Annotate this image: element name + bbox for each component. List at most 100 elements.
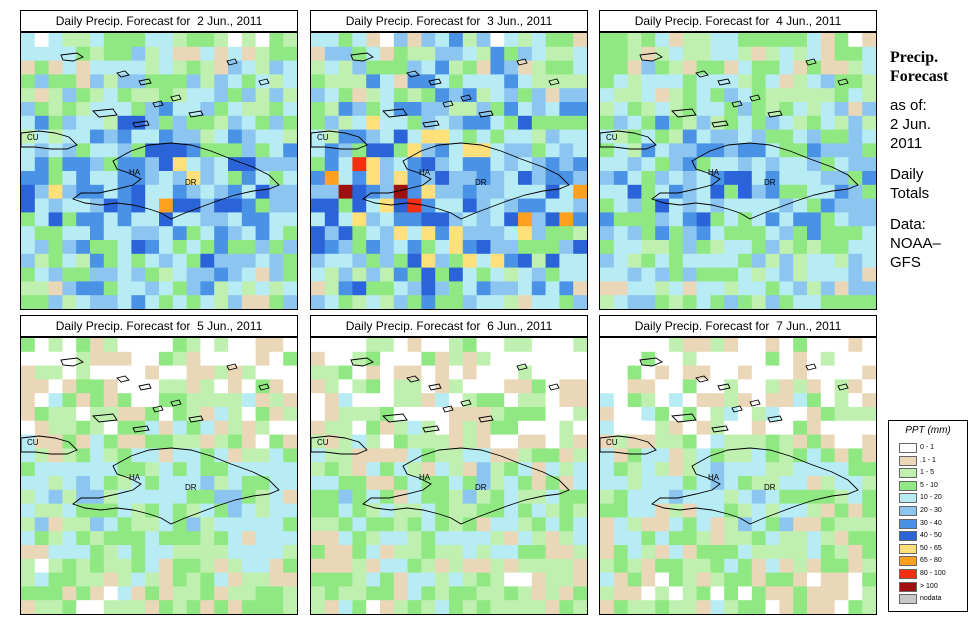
precip-cell [724,74,739,89]
island-outline [460,399,472,407]
precip-cell [145,531,160,546]
precip-cell [34,226,50,241]
precip-cell [724,476,739,491]
precip-cell [655,184,670,200]
precip-cell [449,420,464,436]
island-outline [428,78,442,86]
precip-cell [738,281,753,296]
precip-cell [559,600,574,614]
island-outline [226,58,238,66]
precip-cell [269,60,284,75]
precip-cell [807,434,822,449]
precip-cell [117,600,132,614]
precip-cell [476,102,491,117]
precip-cell [476,267,491,282]
precip-cell [283,295,297,309]
precip-cell [793,74,808,89]
precip-cell [366,531,381,546]
precip-cell [352,462,367,477]
precip-cell [241,198,257,213]
island-outline [152,100,164,108]
precip-cell [545,572,560,587]
precip-cell [214,212,229,227]
precip-cell [366,33,381,48]
precip-cell [848,476,863,491]
precip-cell [90,531,105,546]
precip-cell [738,420,753,436]
precip-cell [311,46,326,62]
precip-cell [765,531,780,546]
precip-cell [559,184,574,200]
precip-cell [393,489,409,505]
precip-cell [145,586,160,601]
precip-cell [435,476,450,491]
island-outline [478,415,494,423]
precip-cell [573,558,587,574]
precip-cell [200,434,215,449]
precip-cell [324,253,340,269]
precip-cell [504,393,519,408]
precip-cell [600,407,615,422]
precip-cell [751,143,767,158]
precip-cell [504,267,519,282]
precip-cell [682,33,698,48]
precip-cell [600,88,615,103]
precip-cell [103,531,119,546]
precip-cell [228,295,243,309]
precip-cell [531,503,547,518]
precip-cell [834,503,849,518]
precip-cell [531,143,547,158]
precip-cell [90,253,105,269]
precip-cell [159,281,174,296]
precip-cell [421,379,436,394]
precip-cell [117,281,132,296]
precip-cell [724,351,739,367]
precip-cell [435,448,450,463]
precip-cell [34,102,50,117]
precip-cell [449,558,464,574]
precip-cell [834,420,849,436]
precip-cell [613,420,629,436]
precip-cell [21,462,36,477]
precip-cell [48,267,63,282]
precip-cell [848,74,863,89]
precip-cell [269,448,284,463]
precip-cell [269,517,284,532]
precip-cell [338,572,353,587]
precip-cell [62,33,77,48]
precip-cell [779,558,794,574]
precip-cell [696,129,711,144]
precip-cell [820,226,836,241]
precip-cell [462,295,478,309]
precip-cell [352,129,367,144]
precip-cell [807,517,822,532]
precip-cell [600,143,615,158]
precip-cell [255,365,270,380]
precip-cell [172,476,188,491]
precip-cell [696,198,711,213]
precip-cell [421,545,436,560]
precip-cell [255,600,270,614]
precip-cell [449,489,464,505]
precip-cell [48,393,63,408]
precip-map: CU HA DR [20,32,298,310]
precip-cell [862,462,876,477]
precip-cell [600,226,615,241]
precip-cell [214,184,229,200]
precip-cell [490,102,505,117]
precip-cell [862,393,876,408]
precip-cell [228,476,243,491]
precip-cell [724,338,739,353]
precip-cell [311,600,326,614]
legend-item: 1 - 5 [899,468,965,479]
precip-cell [710,226,725,241]
precip-cell [848,600,863,614]
precip-cell [490,351,505,367]
precip-cell [21,267,36,282]
precip-cell [131,212,146,227]
precip-cell [449,88,464,103]
precip-cell [352,102,367,117]
precip-cell [559,240,574,255]
precip-cell [696,212,711,227]
precip-cell [682,476,698,491]
